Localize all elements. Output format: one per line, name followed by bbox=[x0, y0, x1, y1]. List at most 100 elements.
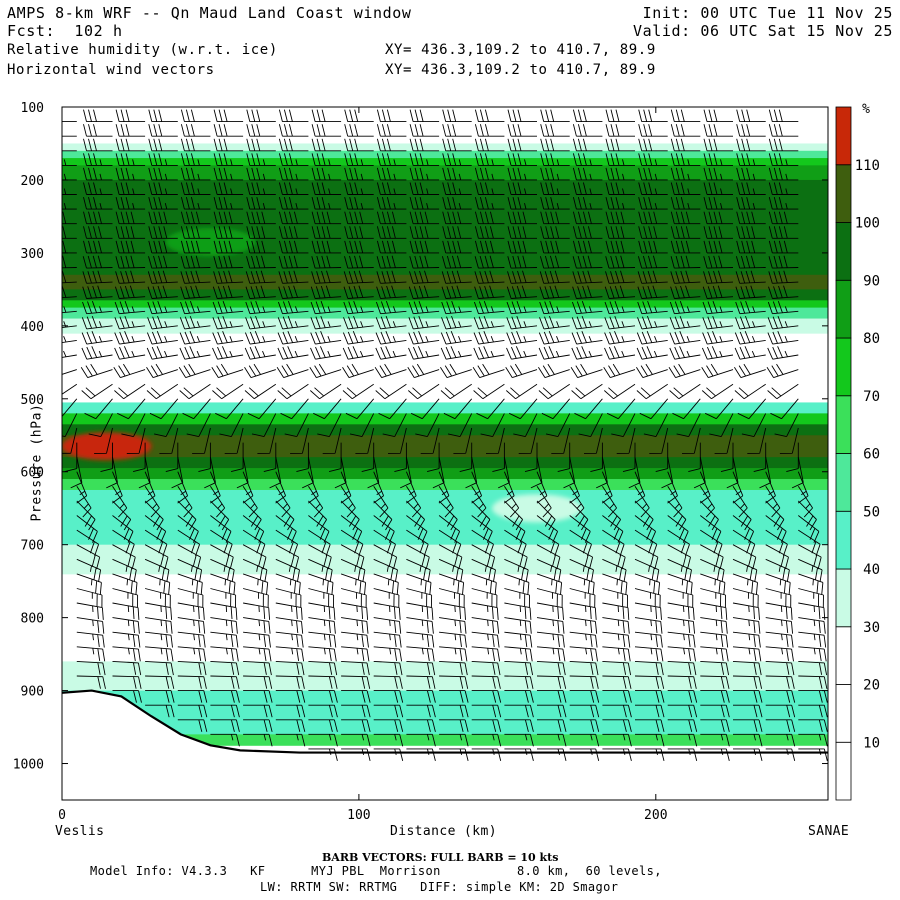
wind-barb bbox=[661, 457, 674, 489]
wind-barb bbox=[602, 588, 628, 608]
wind-barb bbox=[732, 631, 761, 648]
wind-barb bbox=[236, 457, 249, 489]
wind-barb bbox=[551, 427, 571, 454]
wind-barb bbox=[536, 588, 563, 608]
colorbar-swatch bbox=[835, 279, 852, 339]
wind-barb bbox=[114, 285, 146, 299]
wind-barb bbox=[210, 660, 240, 676]
wind-barb bbox=[634, 588, 661, 608]
wind-barb bbox=[538, 363, 570, 379]
wind-barb bbox=[667, 719, 698, 732]
wind-barb bbox=[322, 427, 342, 454]
wind-barb bbox=[376, 226, 407, 239]
wind-barb bbox=[636, 346, 668, 360]
colorbar-label: 90 bbox=[863, 273, 880, 289]
wind-barb bbox=[507, 109, 537, 123]
wind-barb bbox=[340, 588, 367, 608]
wind-barb bbox=[569, 660, 599, 676]
wind-barb bbox=[278, 255, 309, 269]
wind-barb bbox=[246, 182, 276, 195]
wind-barb bbox=[409, 270, 440, 284]
wind-barb bbox=[732, 486, 748, 518]
wind-barb bbox=[557, 442, 571, 473]
wind-barb bbox=[667, 529, 690, 557]
wind-barb bbox=[471, 733, 502, 747]
wind-barb bbox=[342, 383, 374, 400]
wind-barb bbox=[213, 255, 244, 269]
wind-barb bbox=[70, 457, 83, 489]
wind-barb bbox=[62, 398, 78, 418]
wind-barb bbox=[572, 255, 603, 269]
wind-barb bbox=[243, 704, 273, 718]
colorbar-swatch bbox=[835, 395, 852, 454]
wind-barb bbox=[177, 704, 208, 718]
wind-barb bbox=[328, 442, 342, 473]
wind-barb bbox=[699, 486, 715, 518]
wind-barb bbox=[681, 427, 701, 454]
wind-barb bbox=[210, 617, 238, 634]
wind-barb bbox=[474, 240, 505, 254]
wind-barb bbox=[637, 300, 668, 315]
wind-barb bbox=[733, 719, 763, 732]
wind-barb bbox=[539, 315, 570, 330]
wind-barb bbox=[441, 300, 472, 315]
wind-barb bbox=[569, 544, 594, 570]
wind-barb bbox=[471, 690, 502, 703]
wind-barb bbox=[702, 315, 734, 330]
wind-barb bbox=[62, 306, 77, 314]
rh-band bbox=[62, 457, 828, 469]
wind-barb bbox=[112, 529, 135, 557]
wind-barb bbox=[308, 690, 338, 703]
wind-barb bbox=[76, 529, 100, 557]
wind-barb bbox=[700, 617, 728, 634]
wind-barb bbox=[504, 500, 523, 531]
wind-barb bbox=[537, 733, 567, 747]
colorbar-label: 110 bbox=[855, 158, 880, 174]
wind-barb bbox=[504, 544, 528, 570]
wind-barb bbox=[507, 167, 537, 181]
wind-barb bbox=[246, 226, 276, 239]
wind-barb bbox=[702, 285, 734, 299]
wind-barb bbox=[213, 124, 244, 137]
wind-barb bbox=[668, 363, 701, 379]
wind-barb bbox=[602, 719, 632, 732]
wind-barb bbox=[569, 646, 598, 662]
wind-barb bbox=[768, 270, 799, 284]
wind-barb bbox=[798, 588, 824, 608]
wind-barb bbox=[798, 690, 828, 703]
wind-barb bbox=[115, 153, 146, 166]
wind-barb bbox=[474, 124, 505, 137]
wind-barb bbox=[492, 442, 505, 473]
wind-barb bbox=[700, 646, 729, 662]
wind-barb bbox=[112, 486, 128, 518]
rh-band bbox=[62, 307, 828, 320]
wind-barb bbox=[765, 733, 796, 747]
wind-barb bbox=[504, 748, 534, 762]
wind-barb bbox=[177, 617, 206, 634]
wind-barb bbox=[244, 346, 276, 360]
wind-barb bbox=[213, 167, 244, 181]
wind-barb bbox=[62, 135, 77, 137]
wind-barb bbox=[310, 285, 342, 299]
wind-barb bbox=[538, 331, 570, 345]
wind-barb bbox=[373, 500, 393, 531]
wind-barb bbox=[275, 646, 305, 662]
wind-barb bbox=[411, 398, 440, 420]
colorbar-label: 50 bbox=[863, 504, 880, 520]
y-axis-label: Pressure (hPa) bbox=[29, 403, 45, 522]
wind-barb bbox=[441, 285, 472, 299]
wind-barb bbox=[148, 240, 178, 254]
wind-barb bbox=[308, 646, 337, 662]
wind-barb bbox=[703, 240, 733, 254]
model-info-line-2: LW: RRTM SW: RRTMG DIFF: simple KM: 2D S… bbox=[260, 880, 619, 894]
wind-barb bbox=[569, 704, 600, 718]
rh-band bbox=[62, 468, 828, 480]
wind-barb bbox=[442, 109, 472, 123]
wind-barb bbox=[605, 270, 636, 284]
wind-barb bbox=[506, 300, 538, 315]
wind-barb bbox=[375, 346, 407, 360]
wind-barb bbox=[114, 331, 146, 345]
wind-barb bbox=[474, 255, 505, 269]
wind-barb bbox=[607, 398, 636, 420]
wind-barb bbox=[406, 602, 434, 620]
